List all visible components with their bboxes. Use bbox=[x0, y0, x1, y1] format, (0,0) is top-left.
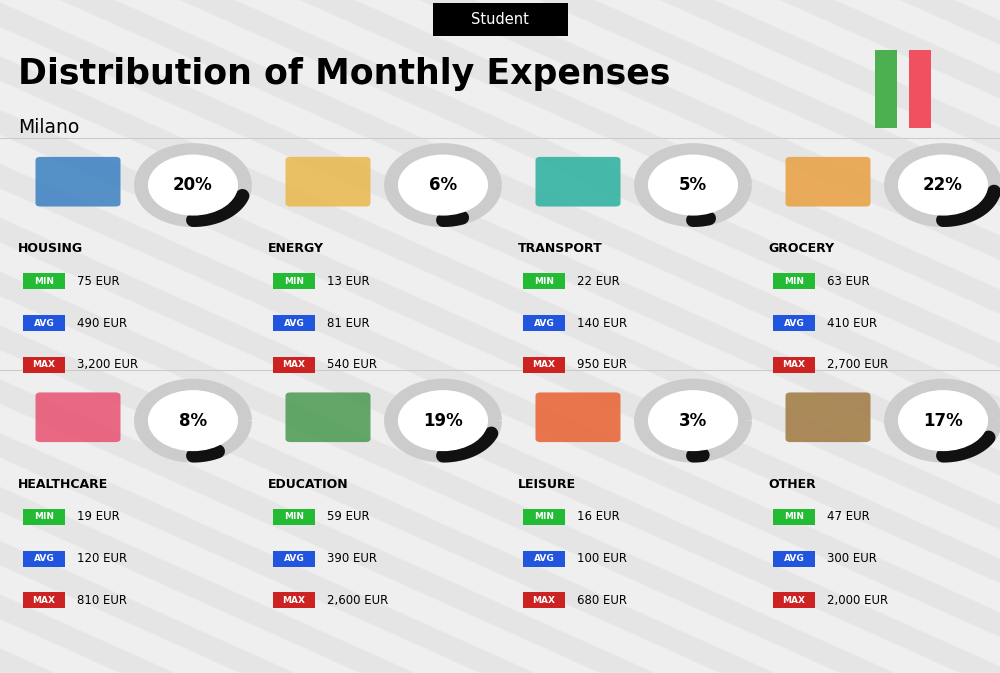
Text: 3%: 3% bbox=[679, 412, 707, 429]
Text: OTHER: OTHER bbox=[768, 478, 816, 491]
Text: 6%: 6% bbox=[429, 176, 457, 194]
FancyBboxPatch shape bbox=[773, 592, 815, 608]
Text: 5%: 5% bbox=[679, 176, 707, 194]
Polygon shape bbox=[780, 0, 1000, 673]
FancyBboxPatch shape bbox=[773, 273, 815, 289]
Text: MAX: MAX bbox=[283, 596, 306, 605]
Text: 390 EUR: 390 EUR bbox=[327, 552, 377, 565]
Text: 75 EUR: 75 EUR bbox=[77, 275, 120, 288]
Text: 13 EUR: 13 EUR bbox=[327, 275, 370, 288]
Polygon shape bbox=[180, 0, 1000, 673]
FancyBboxPatch shape bbox=[786, 157, 870, 207]
FancyBboxPatch shape bbox=[286, 157, 371, 207]
Circle shape bbox=[899, 391, 987, 450]
Polygon shape bbox=[0, 0, 55, 673]
Text: MAX: MAX bbox=[32, 596, 56, 605]
FancyBboxPatch shape bbox=[536, 157, 620, 207]
FancyBboxPatch shape bbox=[23, 357, 65, 373]
FancyBboxPatch shape bbox=[432, 3, 568, 36]
FancyBboxPatch shape bbox=[286, 392, 371, 442]
Text: AVG: AVG bbox=[784, 554, 804, 563]
FancyBboxPatch shape bbox=[23, 315, 65, 331]
FancyBboxPatch shape bbox=[36, 392, 120, 442]
FancyBboxPatch shape bbox=[273, 357, 315, 373]
Text: HEALTHCARE: HEALTHCARE bbox=[18, 478, 108, 491]
Text: LEISURE: LEISURE bbox=[518, 478, 576, 491]
Text: ENERGY: ENERGY bbox=[268, 242, 324, 255]
FancyBboxPatch shape bbox=[23, 551, 65, 567]
FancyBboxPatch shape bbox=[773, 509, 815, 525]
Text: 2,600 EUR: 2,600 EUR bbox=[327, 594, 388, 607]
Text: 540 EUR: 540 EUR bbox=[327, 358, 377, 371]
FancyBboxPatch shape bbox=[523, 551, 565, 567]
Text: 680 EUR: 680 EUR bbox=[577, 594, 627, 607]
Text: 59 EUR: 59 EUR bbox=[327, 510, 370, 524]
Text: AVG: AVG bbox=[534, 318, 554, 328]
Text: GROCERY: GROCERY bbox=[768, 242, 834, 255]
Text: MAX: MAX bbox=[532, 360, 556, 369]
Text: 20%: 20% bbox=[173, 176, 213, 194]
Text: Distribution of Monthly Expenses: Distribution of Monthly Expenses bbox=[18, 57, 670, 92]
FancyBboxPatch shape bbox=[523, 509, 565, 525]
FancyBboxPatch shape bbox=[36, 157, 120, 207]
FancyBboxPatch shape bbox=[273, 551, 315, 567]
Text: MIN: MIN bbox=[534, 277, 554, 286]
FancyBboxPatch shape bbox=[273, 509, 315, 525]
Polygon shape bbox=[660, 0, 1000, 673]
Text: 19 EUR: 19 EUR bbox=[77, 510, 120, 524]
FancyBboxPatch shape bbox=[23, 592, 65, 608]
Text: 19%: 19% bbox=[423, 412, 463, 429]
Text: 490 EUR: 490 EUR bbox=[77, 316, 127, 330]
Text: AVG: AVG bbox=[284, 554, 304, 563]
Circle shape bbox=[399, 391, 487, 450]
Text: 2,700 EUR: 2,700 EUR bbox=[827, 358, 888, 371]
Text: AVG: AVG bbox=[784, 318, 804, 328]
Circle shape bbox=[149, 155, 237, 215]
Text: AVG: AVG bbox=[34, 318, 54, 328]
FancyBboxPatch shape bbox=[875, 50, 897, 128]
FancyBboxPatch shape bbox=[536, 392, 620, 442]
Text: MIN: MIN bbox=[34, 512, 54, 522]
Polygon shape bbox=[540, 0, 1000, 673]
Text: MIN: MIN bbox=[534, 512, 554, 522]
FancyBboxPatch shape bbox=[773, 551, 815, 567]
Polygon shape bbox=[0, 0, 415, 673]
Polygon shape bbox=[0, 0, 775, 673]
Circle shape bbox=[649, 391, 737, 450]
FancyBboxPatch shape bbox=[786, 392, 870, 442]
Text: 410 EUR: 410 EUR bbox=[827, 316, 877, 330]
FancyBboxPatch shape bbox=[273, 592, 315, 608]
Text: MAX: MAX bbox=[283, 360, 306, 369]
Text: 47 EUR: 47 EUR bbox=[827, 510, 870, 524]
Text: 22 EUR: 22 EUR bbox=[577, 275, 620, 288]
Text: TRANSPORT: TRANSPORT bbox=[518, 242, 603, 255]
FancyBboxPatch shape bbox=[273, 315, 315, 331]
Polygon shape bbox=[420, 0, 1000, 673]
Text: 17%: 17% bbox=[923, 412, 963, 429]
Text: AVG: AVG bbox=[34, 554, 54, 563]
Text: MAX: MAX bbox=[32, 360, 56, 369]
FancyBboxPatch shape bbox=[909, 50, 931, 128]
Circle shape bbox=[399, 155, 487, 215]
Polygon shape bbox=[0, 0, 535, 673]
FancyBboxPatch shape bbox=[523, 315, 565, 331]
FancyBboxPatch shape bbox=[523, 592, 565, 608]
Text: HOUSING: HOUSING bbox=[18, 242, 83, 255]
Text: MIN: MIN bbox=[784, 277, 804, 286]
FancyBboxPatch shape bbox=[273, 273, 315, 289]
Text: 810 EUR: 810 EUR bbox=[77, 594, 127, 607]
Polygon shape bbox=[60, 0, 1000, 673]
Circle shape bbox=[899, 155, 987, 215]
FancyBboxPatch shape bbox=[23, 509, 65, 525]
Text: AVG: AVG bbox=[284, 318, 304, 328]
Text: 22%: 22% bbox=[923, 176, 963, 194]
Text: MIN: MIN bbox=[284, 277, 304, 286]
Text: MAX: MAX bbox=[532, 596, 556, 605]
Text: 120 EUR: 120 EUR bbox=[77, 552, 127, 565]
Text: 2,000 EUR: 2,000 EUR bbox=[827, 594, 888, 607]
Circle shape bbox=[649, 155, 737, 215]
FancyBboxPatch shape bbox=[523, 357, 565, 373]
